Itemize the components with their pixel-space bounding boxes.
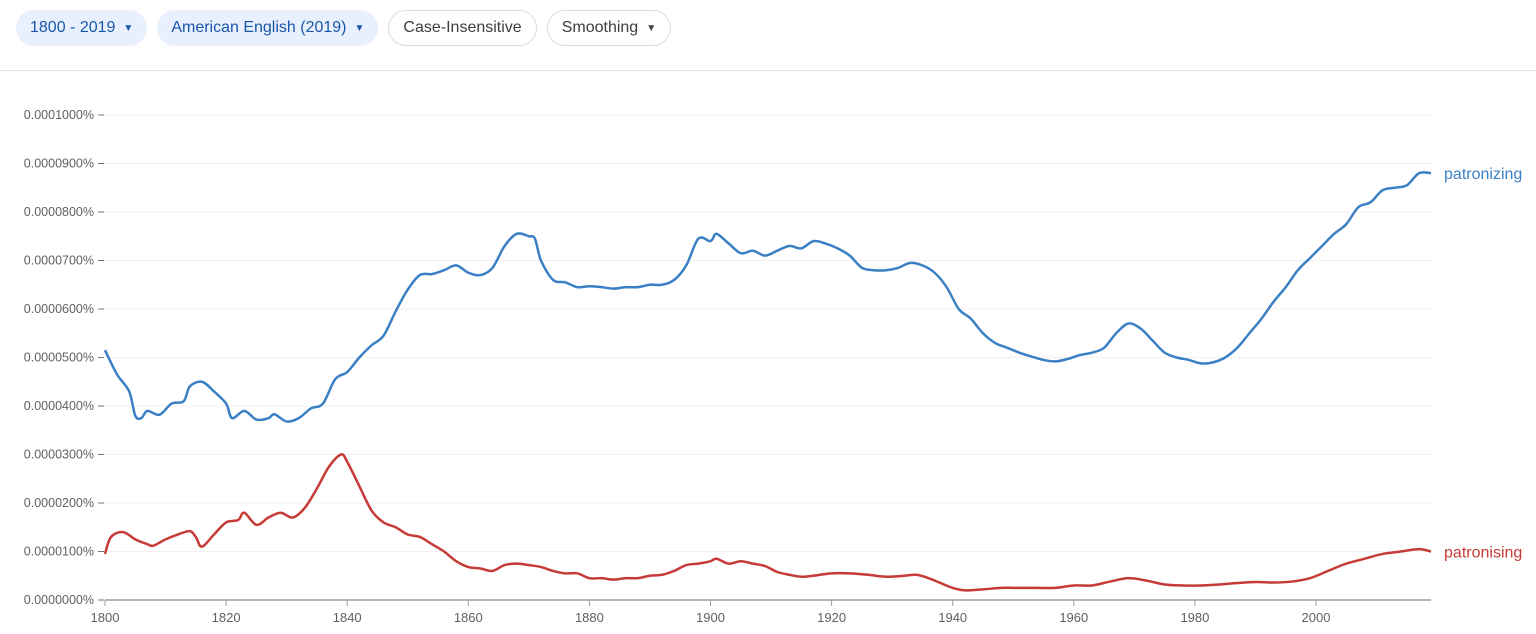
y-tick-label: 0.0000100% [24, 545, 94, 559]
caret-down-icon: ▼ [354, 22, 365, 34]
series-line-patronizing [103, 171, 1432, 423]
smoothing-label: Smoothing [561, 19, 639, 36]
year-range-label: 1800 - 2019 [30, 19, 116, 36]
x-tick-label: 1900 [696, 610, 725, 625]
y-tick-label: 0.0000200% [24, 496, 94, 510]
series-label-patronising: patronising [1444, 545, 1522, 562]
case-label: Case-Insensitive [403, 19, 522, 36]
x-tick-label: 1920 [817, 610, 846, 625]
caret-down-icon: ▼ [646, 22, 657, 34]
toolbar: 1800 - 2019 ▼ American English (2019) ▼ Ca… [16, 10, 672, 46]
x-tick-label: 1960 [1059, 610, 1088, 625]
caret-down-icon: ▼ [123, 22, 134, 34]
x-tick-label: 1940 [938, 610, 967, 625]
y-tick-label: 0.0001000% [24, 108, 94, 122]
x-tick-label: 1840 [333, 610, 362, 625]
smoothing-dropdown[interactable]: Smoothing ▼ [546, 10, 672, 46]
x-tick-label: 1820 [212, 610, 241, 625]
y-tick-label: 0.0000600% [24, 302, 94, 316]
x-tick-label: 1800 [91, 610, 120, 625]
y-tick-label: 0.0000800% [24, 205, 94, 219]
y-tick-label: 0.0000700% [24, 254, 94, 268]
x-tick-label: 1980 [1180, 610, 1209, 625]
x-tick-label: 1880 [575, 610, 604, 625]
y-tick-label: 0.0000500% [24, 351, 94, 365]
divider [0, 70, 1536, 71]
corpus-dropdown[interactable]: American English (2019) ▼ [157, 10, 379, 46]
year-range-dropdown[interactable]: 1800 - 2019 ▼ [16, 10, 148, 46]
x-tick-label: 1860 [454, 610, 483, 625]
case-insensitive-toggle[interactable]: Case-Insensitive [388, 10, 537, 46]
y-tick-label: 0.0000900% [24, 157, 94, 171]
series-label-patronizing: patronizing [1444, 166, 1522, 183]
y-tick-label: 0.0000400% [24, 399, 94, 413]
corpus-label: American English (2019) [171, 19, 347, 36]
y-tick-label: 0.0000000% [24, 593, 94, 607]
series-line-patronising [103, 453, 1432, 592]
y-tick-label: 0.0000300% [24, 448, 94, 462]
x-tick-label: 2000 [1302, 610, 1331, 625]
